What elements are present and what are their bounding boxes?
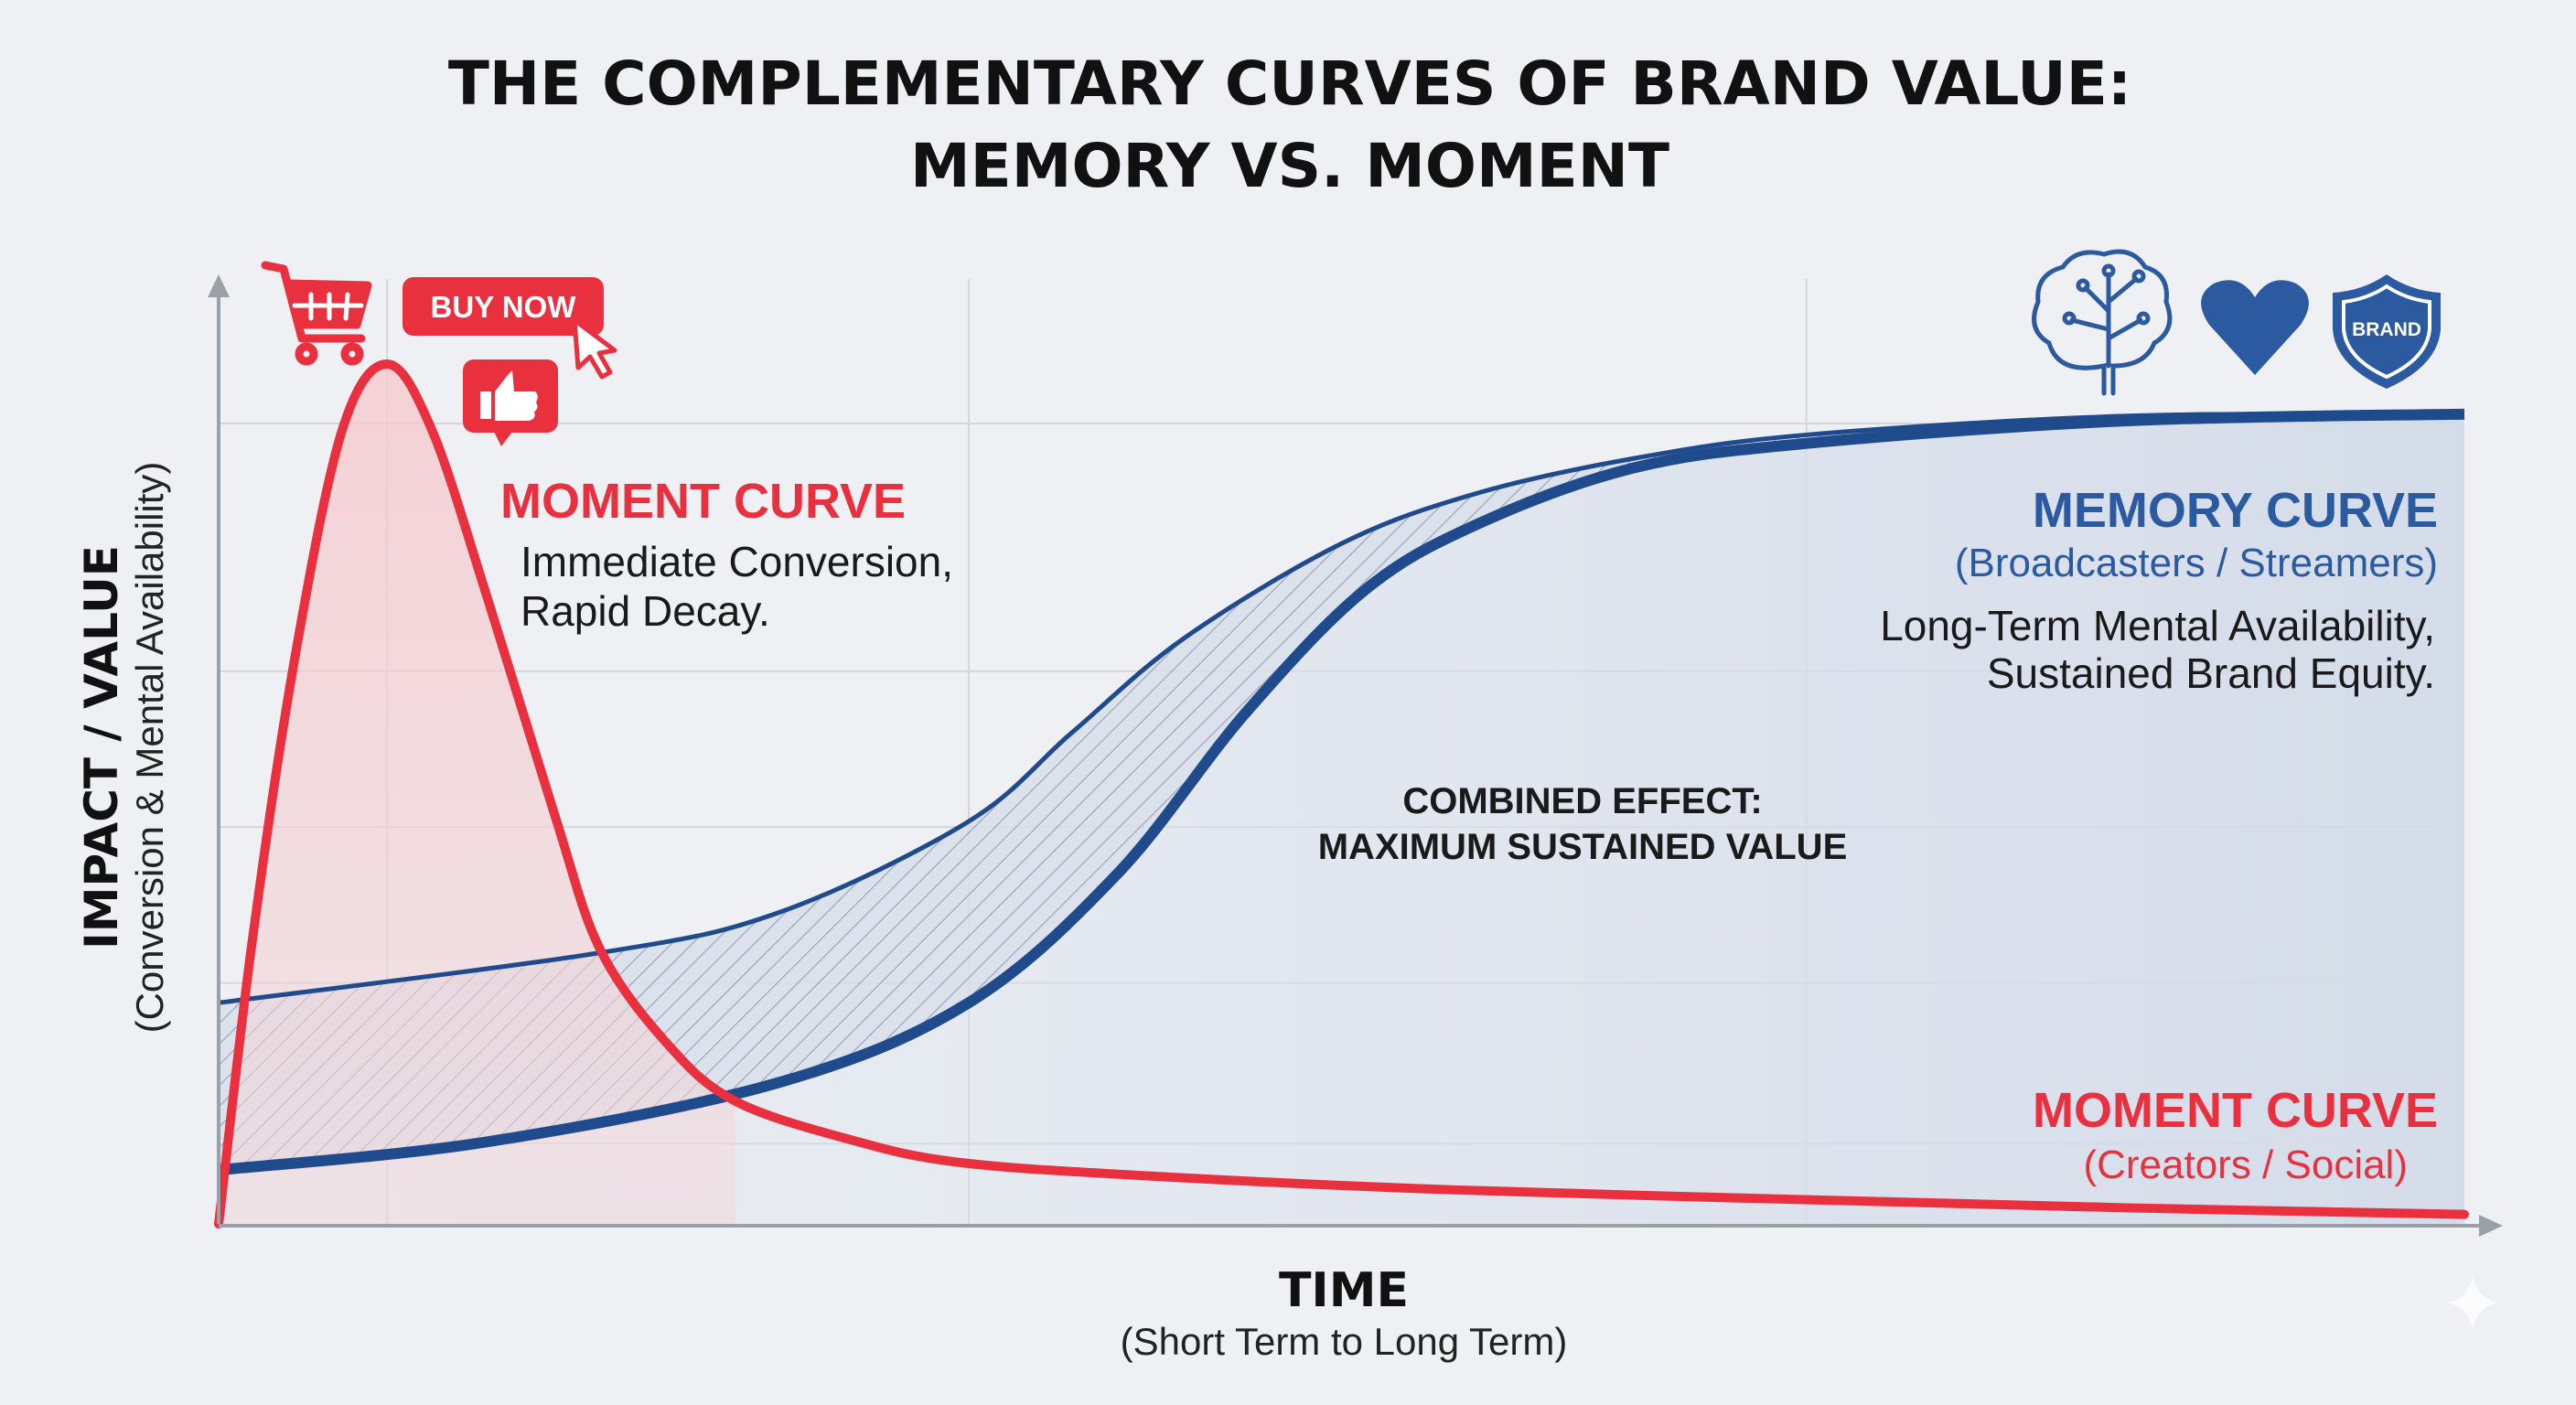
- buy-now-label: BUY NOW: [431, 290, 577, 324]
- memory-curve-desc-line1: Long-Term Mental Availability,: [1880, 602, 2435, 649]
- chart-title-line1: THE COMPLEMENTARY CURVES OF BRAND VALUE:: [448, 48, 2131, 119]
- combined-effect-band: [219, 413, 2464, 1171]
- combined-effect-label-line2: MAXIMUM SUSTAINED VALUE: [1318, 827, 1848, 867]
- memory-curve-desc-line2: Sustained Brand Equity.: [1987, 649, 2435, 697]
- area-fills: [219, 363, 2464, 1225]
- x-axis-label: TIME: [1279, 1263, 1409, 1318]
- y-axis-label: IMPACT / VALUE: [75, 545, 128, 949]
- moment-curve-desc-line2: Rapid Decay.: [521, 587, 770, 635]
- combined-effect-label-line1: COMBINED EFFECT:: [1402, 781, 1762, 821]
- brand-shield-label: BRAND: [2352, 319, 2421, 340]
- buy-now-button: BUY NOW: [402, 277, 604, 336]
- shopping-cart-icon: [261, 261, 372, 366]
- sparkle-icon: [2448, 1276, 2497, 1329]
- y-axis-arrow-icon: [208, 274, 230, 297]
- thumbs-up-icon: [463, 359, 558, 446]
- y-axis-sublabel: (Conversion & Mental Availability): [128, 462, 171, 1034]
- moment-curve-bottom-subtitle: (Creators / Social): [2083, 1142, 2408, 1187]
- x-axis-sublabel: (Short Term to Long Term): [1121, 1320, 1568, 1363]
- series-lines: [214, 359, 2469, 1228]
- chart-title-line2: MEMORY VS. MOMENT: [910, 131, 1669, 201]
- brain-circuit-icon: [2032, 249, 2173, 396]
- moment-curve-label: MOMENT CURVE: [500, 474, 906, 529]
- memory-area-fill: [219, 413, 2464, 1224]
- x-axis-arrow-icon: [2479, 1215, 2503, 1237]
- brand-shield-icon: BRAND: [2333, 274, 2441, 389]
- memory-curve-subtitle: (Broadcasters / Streamers): [1955, 541, 2438, 585]
- memory-band-upper-line: [218, 411, 2465, 1005]
- moment-curve-bottom-label: MOMENT CURVE: [2033, 1083, 2438, 1138]
- moment-curve-line: [214, 359, 2469, 1228]
- moment-curve-desc-line1: Immediate Conversion,: [521, 538, 953, 585]
- cursor-icon: [572, 317, 617, 380]
- memory-curve-label: MEMORY CURVE: [2033, 483, 2438, 538]
- memory-curve-line: [218, 408, 2465, 1176]
- heart-icon: [2201, 280, 2309, 375]
- moment-area-fill: [219, 363, 735, 1225]
